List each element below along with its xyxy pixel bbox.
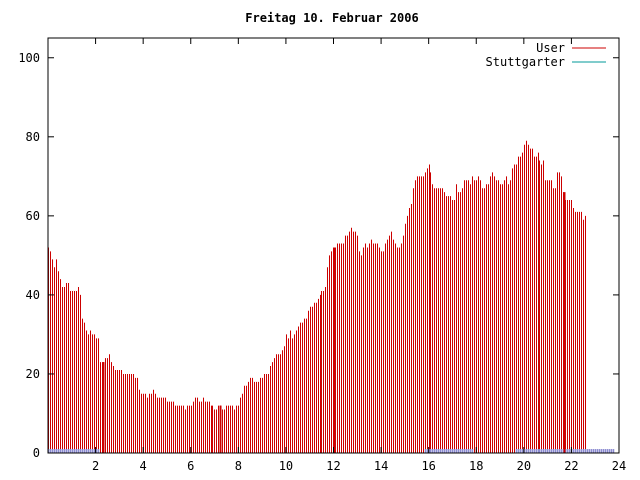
x-tick-label: 4 [140,459,147,473]
x-tick-label: 24 [612,459,626,473]
x-tick-label: 14 [374,459,388,473]
y-tick-label: 40 [26,288,40,302]
x-tick-label: 10 [279,459,293,473]
x-tick-label: 2 [92,459,99,473]
x-tick-label: 20 [517,459,531,473]
legend-label-user: User [536,41,565,55]
x-tick-label: 6 [187,459,194,473]
axis-ticks [48,38,620,454]
x-axis-labels: 2 4 6 8 10 12 14 16 18 20 22 24 [92,459,626,473]
y-tick-label: 0 [33,446,40,460]
x-tick-label: 8 [235,459,242,473]
y-axis-labels: 0 20 40 60 80 100 [18,51,40,460]
x-tick-label: 18 [469,459,483,473]
x-tick-label: 22 [564,459,578,473]
series-user [48,140,586,453]
legend: User Stuttgarter [486,41,606,69]
y-tick-label: 60 [26,209,40,223]
chart-title: Freitag 10. Februar 2006 [245,11,418,25]
y-tick-label: 20 [26,367,40,381]
x-tick-label: 12 [326,459,340,473]
x-tick-label: 16 [421,459,435,473]
highlight-lines [102,192,566,453]
legend-label-stuttgarter: Stuttgarter [486,55,565,69]
y-tick-label: 100 [18,51,40,65]
y-tick-label: 80 [26,130,40,144]
